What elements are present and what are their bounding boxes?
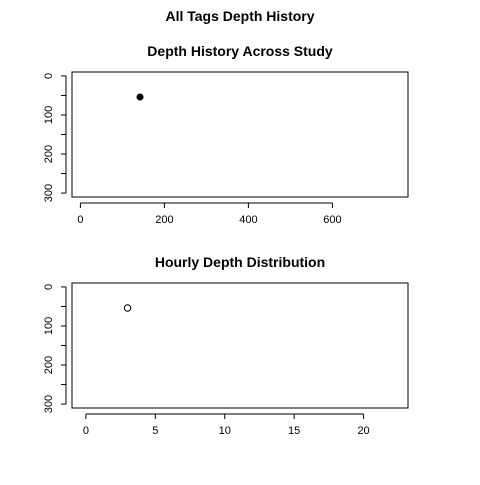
chart-1-y-tick-label: 200 bbox=[43, 356, 55, 374]
chart-0-y-tick-label: 300 bbox=[43, 184, 55, 202]
chart-1-y-tick-label: 100 bbox=[43, 317, 55, 335]
figure-title: All Tags Depth History bbox=[165, 8, 314, 24]
chart-0-x-tick-label: 200 bbox=[155, 214, 173, 226]
panel-depth-history: Depth History Across Study 0 200 400 600 0 100… bbox=[43, 43, 409, 226]
chart-0-y-tick-label: 200 bbox=[43, 145, 55, 163]
chart-1-data-point bbox=[123, 304, 132, 312]
chart-1-y-tick-label: 0 bbox=[43, 284, 55, 290]
chart-0-y-tick-label: 0 bbox=[43, 73, 55, 79]
chart-1-y-tick-label: 300 bbox=[43, 395, 55, 413]
chart-1-x-tick-label: 10 bbox=[219, 425, 231, 437]
chart-1-x-tick-label: 0 bbox=[83, 425, 89, 437]
chart-0-plot-frame bbox=[71, 71, 409, 198]
chart-1-title: Hourly Depth Distribution bbox=[155, 254, 325, 270]
chart-0-x-tick-label: 0 bbox=[77, 214, 83, 226]
chart-0-title: Depth History Across Study bbox=[147, 43, 333, 59]
chart-1-plot-frame bbox=[71, 282, 409, 409]
chart-1-x-tick-label: 20 bbox=[357, 425, 369, 437]
chart-0-data-point bbox=[136, 93, 144, 101]
chart-1-x-tick-label: 15 bbox=[288, 425, 300, 437]
chart-0-x-tick-label: 400 bbox=[239, 214, 257, 226]
chart-0-y-tick-label: 100 bbox=[43, 106, 55, 124]
chart-1-x-tick-label: 5 bbox=[152, 425, 158, 437]
chart-0-x-tick-label: 600 bbox=[323, 214, 341, 226]
